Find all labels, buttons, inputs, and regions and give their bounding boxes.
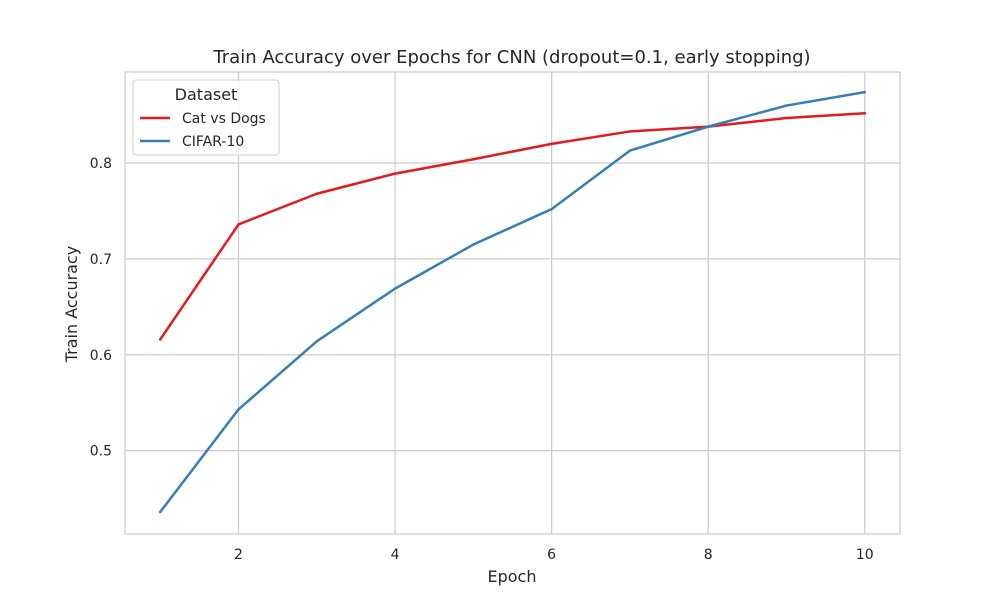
legend-entry-label: Cat vs Dogs: [182, 111, 266, 127]
data-point: [158, 338, 162, 341]
data-point: [785, 104, 788, 107]
series-lines: [158, 90, 867, 514]
x-tick-label: 4: [391, 547, 400, 563]
data-point: [393, 287, 397, 290]
data-point: [863, 90, 867, 94]
series-line-1: [158, 90, 867, 514]
x-tick-label: 6: [547, 547, 556, 563]
data-point: [472, 157, 475, 161]
y-tick-label: 0.5: [90, 444, 112, 460]
y-tick-label: 0.8: [90, 156, 112, 172]
data-point: [158, 510, 162, 514]
legend: Dataset Cat vs Dogs CIFAR-10: [132, 79, 280, 156]
data-point: [863, 111, 867, 115]
legend-box: [132, 79, 280, 156]
data-point: [393, 172, 397, 175]
y-tick-label: 0.6: [90, 348, 112, 364]
legend-items: Cat vs Dogs CIFAR-10: [140, 111, 266, 150]
grid: [125, 72, 900, 534]
series-line-0: [158, 111, 867, 341]
data-point: [237, 223, 240, 226]
tick-labels: 2 4 6 8 10 0.5 0.6 0.7 0.8: [90, 156, 874, 563]
data-point: [237, 408, 240, 411]
legend-entry-label: CIFAR-10: [182, 134, 244, 150]
plot-area: [124, 71, 901, 535]
x-tick-label: 10: [856, 547, 874, 563]
data-point: [315, 192, 319, 195]
x-axis-label: Epoch: [488, 567, 537, 586]
x-tick-label: 8: [704, 547, 713, 563]
y-axis-label: Train Accuracy: [62, 246, 81, 364]
data-point: [550, 207, 553, 211]
data-point: [628, 149, 632, 152]
data-point: [315, 340, 319, 343]
data-point: [785, 116, 788, 120]
data-point: [706, 125, 710, 128]
data-point: [472, 243, 475, 246]
y-tick-label: 0.7: [90, 252, 112, 268]
chart-title: Train Accuracy over Epochs for CNN (drop…: [212, 47, 810, 68]
data-point: [550, 142, 553, 146]
x-tick-label: 2: [234, 547, 243, 563]
data-point: [628, 130, 632, 133]
legend-title: Dataset: [175, 85, 238, 104]
